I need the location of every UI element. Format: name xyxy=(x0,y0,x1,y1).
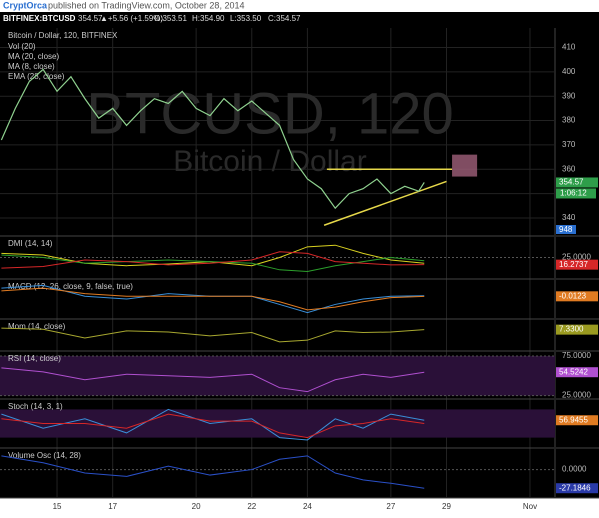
pane-title: RSI (14, close) xyxy=(8,354,61,363)
indicator-label: MA (8, close) xyxy=(8,62,55,71)
pane-title: Stoch (14, 3, 1) xyxy=(8,402,63,411)
x-tick-label: Nov xyxy=(523,502,537,511)
trend-line xyxy=(323,180,447,226)
quote: ▲+5.56 (+1.59%) xyxy=(100,14,163,23)
quote: 354.57 xyxy=(78,14,103,23)
last-value-box xyxy=(556,324,598,335)
y-tick-label: 0.0000 xyxy=(562,465,587,474)
last-value-box xyxy=(556,259,598,270)
indicator-line xyxy=(1,327,425,343)
y-tick-label: 75.0000 xyxy=(562,351,591,360)
x-tick-label: 27 xyxy=(386,502,395,511)
y-tick-label: 390 xyxy=(562,91,576,100)
indicator-line xyxy=(1,413,425,439)
pane-title: DMI (14, 14) xyxy=(8,239,53,248)
quote: L:353.50 xyxy=(230,14,262,23)
published: published on TradingView.com, October 28… xyxy=(48,0,244,10)
last-value-label: 56.9455 xyxy=(559,415,588,424)
countdown: 1:06:12 xyxy=(560,189,587,198)
indicator-line xyxy=(1,455,425,489)
x-tick-label: 20 xyxy=(192,502,201,511)
indicator-line xyxy=(1,251,425,269)
y-tick-label: 380 xyxy=(562,116,576,125)
indicator-line xyxy=(1,408,425,441)
last-value-box xyxy=(556,367,598,378)
x-tick-label: 24 xyxy=(303,502,312,511)
watermark: Bitcoin / Dollar xyxy=(173,145,366,178)
pane-title: Mom (14, close) xyxy=(8,322,66,331)
watermark: BTCUSD, 120 xyxy=(86,81,453,146)
quote: C:354.57 xyxy=(268,14,301,23)
last-value-label: 16.2737 xyxy=(559,260,588,269)
indicator-line xyxy=(1,287,425,311)
last-value-box xyxy=(556,483,598,494)
volume-label: 948 xyxy=(559,225,573,234)
x-axis-bg xyxy=(0,498,599,518)
last-value-label: -0.0123 xyxy=(559,291,587,300)
y-tick-label: 25.0000 xyxy=(562,391,591,400)
band xyxy=(0,409,555,438)
x-tick-label: 17 xyxy=(108,502,117,511)
last-value-label: 54.5242 xyxy=(559,367,588,376)
price-line xyxy=(0,68,425,210)
indicator-label: Vol (20) xyxy=(8,42,36,51)
quote: O:353.51 xyxy=(154,14,187,23)
last-value-box xyxy=(556,415,598,426)
chart-title: Bitcoin / Dollar, 120, BITFINEX xyxy=(8,31,118,40)
y-tick-label: 410 xyxy=(562,43,576,52)
x-tick-label: 29 xyxy=(442,502,451,511)
indicator-label: MA (20, close) xyxy=(8,52,59,61)
indicator-line xyxy=(1,367,425,393)
last-value-box xyxy=(556,291,598,302)
last-value-label: 7.3300 xyxy=(559,325,584,334)
x-tick-label: 15 xyxy=(53,502,62,511)
y-tick-label: 370 xyxy=(562,140,576,149)
y-tick-label: 340 xyxy=(562,213,576,222)
x-tick-label: 22 xyxy=(247,502,256,511)
last-value-box xyxy=(556,177,598,188)
y-tick-label: 360 xyxy=(562,164,576,173)
volume-bg xyxy=(556,225,576,234)
last-value-label: 354.57 xyxy=(559,178,584,187)
quote: H:354.90 xyxy=(192,14,225,23)
author[interactable]: CryptOrca xyxy=(3,0,48,10)
symbol: BITFINEX:BTCUSD xyxy=(3,14,76,23)
pane-title: MACD (12, 26, close, 9, false, true) xyxy=(8,282,133,291)
target-box xyxy=(452,154,478,177)
last-value-label: -27.1846 xyxy=(559,483,591,492)
countdown-bg xyxy=(556,188,596,199)
indicator-line xyxy=(1,254,425,272)
indicator-label: EMA (28, close) xyxy=(8,72,65,81)
y-tick-label: 400 xyxy=(562,67,576,76)
pane-title: Volume Osc (14, 28) xyxy=(8,451,81,460)
y-tick-label: 25.0000 xyxy=(562,253,591,262)
band xyxy=(0,355,555,396)
